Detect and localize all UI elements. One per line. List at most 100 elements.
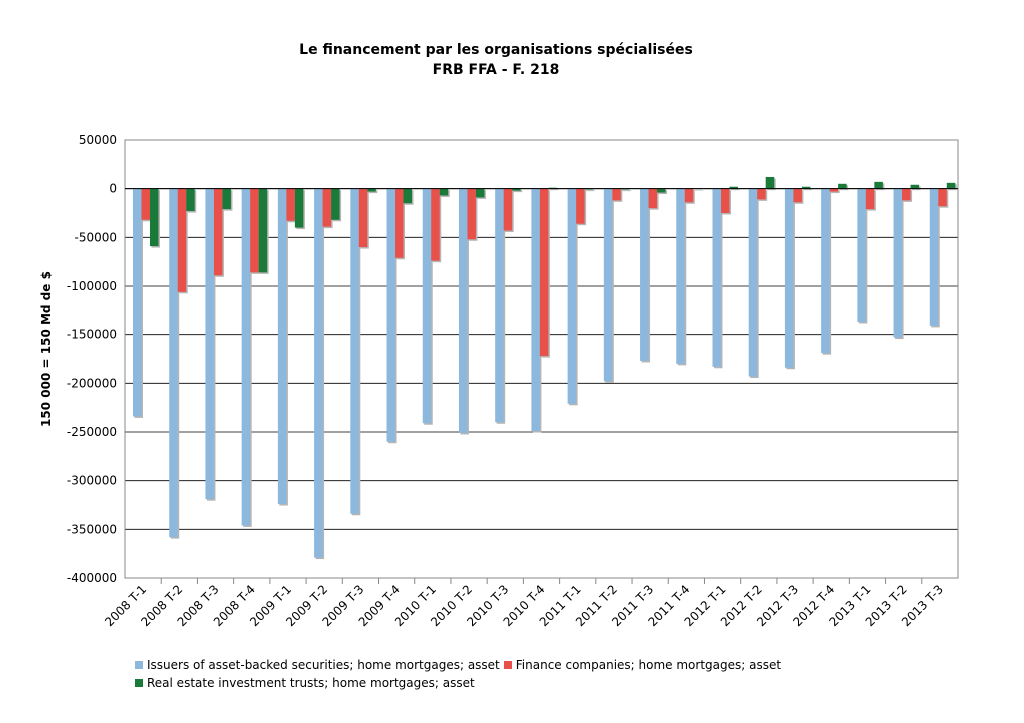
bar-shadow — [513, 190, 523, 193]
bar — [458, 188, 468, 433]
chart-title-block: Le financement par les organisations spé… — [0, 40, 992, 80]
bar-shadow — [831, 190, 840, 194]
legend-swatch — [135, 679, 143, 687]
bar — [495, 188, 504, 423]
bar — [874, 181, 883, 189]
bar — [133, 188, 142, 417]
bar — [395, 188, 404, 258]
bar — [603, 188, 613, 382]
bar — [331, 188, 340, 220]
y-tick-label: 0 — [109, 182, 117, 196]
y-axis-label: 150 000 = 150 Md de $ — [39, 271, 53, 427]
bar — [294, 188, 304, 228]
bar — [314, 188, 323, 558]
y-tick-label: -400000 — [67, 571, 117, 585]
bar — [765, 176, 775, 189]
bar — [712, 188, 721, 367]
bar — [286, 188, 295, 221]
bar — [467, 188, 476, 240]
bar — [431, 188, 440, 261]
bar — [748, 188, 758, 377]
bar — [946, 182, 956, 189]
bar — [829, 188, 839, 192]
legend-label: Issuers of asset-backed securities; home… — [147, 658, 500, 672]
bar — [857, 188, 866, 323]
bar — [865, 188, 875, 210]
bar — [576, 188, 585, 224]
bar — [676, 188, 685, 364]
legend-swatch — [135, 661, 143, 669]
chart-subtitle: FRB FFA - F. 218 — [432, 62, 560, 78]
bar — [150, 188, 159, 247]
y-tick-label: -150000 — [67, 328, 117, 342]
legend-row: Real estate investment trusts; home mort… — [135, 674, 785, 692]
legend-item: Real estate investment trusts; home mort… — [135, 674, 475, 692]
bar — [729, 186, 738, 189]
y-tick-label: 50000 — [79, 133, 117, 147]
bar — [222, 188, 231, 210]
bar-shadow — [586, 190, 595, 192]
bar — [512, 188, 521, 191]
bar — [241, 188, 251, 526]
bar — [205, 188, 214, 500]
bar — [838, 183, 847, 189]
y-tick-label: -50000 — [74, 230, 117, 244]
bar — [720, 188, 730, 213]
legend-item: Issuers of asset-backed securities; home… — [135, 656, 500, 674]
bar — [640, 188, 649, 361]
bar — [277, 188, 287, 505]
legend-row: Issuers of asset-backed securities; home… — [135, 656, 785, 674]
bar — [657, 188, 666, 193]
y-tick-label: -200000 — [67, 376, 117, 390]
bar-shadow — [549, 189, 559, 191]
bar — [350, 188, 359, 514]
y-tick-label: -250000 — [67, 425, 117, 439]
bar — [141, 188, 150, 220]
bar-shadow — [730, 188, 740, 191]
bar — [422, 188, 432, 424]
bar — [612, 188, 621, 201]
bar — [893, 188, 903, 338]
bar — [757, 188, 766, 200]
bar — [258, 188, 268, 273]
bar — [793, 188, 802, 203]
bar — [358, 188, 368, 248]
y-tick-label: -350000 — [67, 522, 117, 536]
bar — [929, 188, 939, 326]
bar — [177, 188, 187, 292]
chart-legend: Issuers of asset-backed securities; home… — [135, 656, 785, 692]
bar — [902, 188, 911, 201]
legend-label: Finance companies; home mortgages; asset — [515, 658, 782, 672]
bar-shadow — [694, 190, 704, 191]
bar — [439, 188, 449, 196]
bar — [367, 188, 376, 192]
bar — [801, 186, 811, 189]
bar — [821, 188, 830, 354]
bar — [938, 188, 947, 207]
bar-shadow — [368, 190, 378, 194]
legend-swatch — [503, 661, 512, 669]
bar — [503, 188, 513, 231]
bar — [169, 188, 178, 538]
bar — [684, 188, 694, 203]
bar — [539, 188, 549, 357]
chart-title: Le financement par les organisations spé… — [299, 42, 693, 58]
bar — [250, 188, 259, 273]
bar — [567, 188, 577, 404]
plot-area-border — [124, 139, 959, 579]
bar — [213, 188, 223, 276]
bar — [648, 188, 658, 209]
bar — [322, 188, 332, 227]
bar — [186, 188, 195, 212]
y-tick-label: -300000 — [67, 474, 117, 488]
bar — [784, 188, 794, 368]
bar — [475, 188, 485, 198]
legend-label: Real estate investment trusts; home mort… — [147, 676, 475, 690]
y-tick-label: -100000 — [67, 279, 117, 293]
bar — [386, 188, 396, 442]
bar-shadow — [622, 190, 631, 192]
bar — [403, 188, 413, 204]
bar — [531, 188, 540, 432]
bar — [910, 184, 920, 189]
